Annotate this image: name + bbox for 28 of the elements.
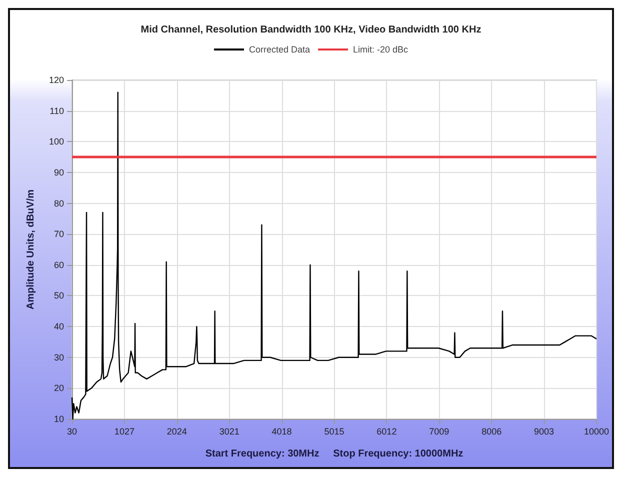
x-tick-label: 2024 xyxy=(166,426,187,436)
x-tick-label: 8006 xyxy=(482,426,502,436)
y-tick-label: 120 xyxy=(48,75,64,85)
y-tick-label: 100 xyxy=(48,136,64,147)
x-tick-label: 10000 xyxy=(584,426,609,436)
y-tick-label: 10 xyxy=(54,414,64,424)
chart-title: Mid Channel, Resolution Bandwidth 100 KHz, Video Bandwidth 100 KHz xyxy=(140,24,482,36)
x-axis-title: Start Frequency: 30MHz Stop Frequency: 10000MHz xyxy=(205,448,464,460)
x-tick-label: 7009 xyxy=(429,426,450,436)
y-tick-label: 70 xyxy=(54,229,64,240)
y-tick-label: 110 xyxy=(50,106,64,116)
x-tick-label: 4018 xyxy=(272,426,292,436)
x-tick-label: 3021 xyxy=(219,426,240,436)
x-tick-label: 30 xyxy=(66,426,78,436)
y-axis-title: Amplitude Units, dBuV/m xyxy=(26,189,36,310)
x-tick-label: 9003 xyxy=(534,426,554,436)
y-tick-label: 50 xyxy=(54,290,64,301)
y-tick-label: 30 xyxy=(54,352,64,362)
y-tick-label: 40 xyxy=(54,322,64,332)
y-tick-label: 80 xyxy=(54,198,64,208)
x-tick-label: 1027 xyxy=(114,426,134,436)
x-tick-label: 6012 xyxy=(376,426,397,436)
y-tick-label: 60 xyxy=(54,260,64,270)
legend-label: Corrected Data xyxy=(248,44,310,54)
x-tick-label: 5015 xyxy=(324,426,344,436)
legend-label: Limit: -20 dBc xyxy=(353,44,409,54)
y-tick-label: 20 xyxy=(54,383,64,394)
y-tick-label: 90 xyxy=(54,167,64,178)
